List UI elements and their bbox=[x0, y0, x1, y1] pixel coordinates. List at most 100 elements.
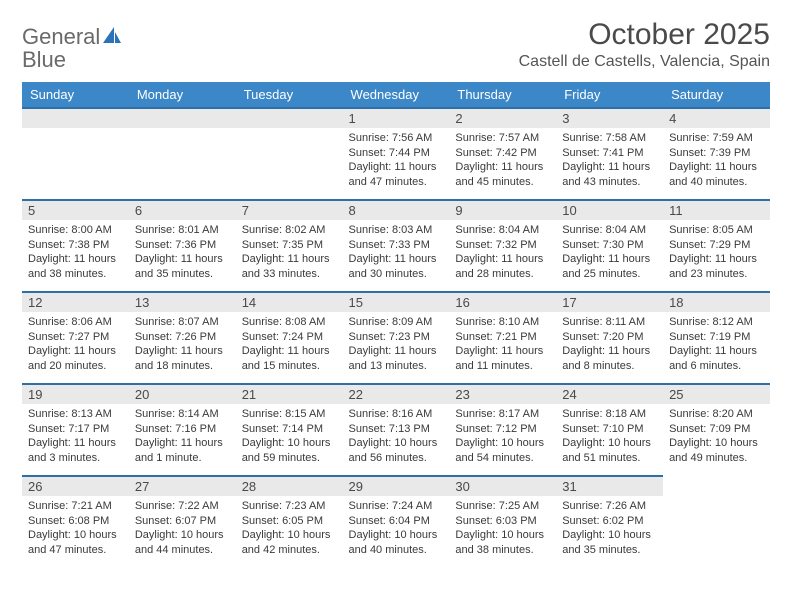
sunset-line: Sunset: 7:36 PM bbox=[135, 238, 230, 253]
calendar-cell bbox=[236, 107, 343, 199]
day-cell: 5Sunrise: 8:00 AMSunset: 7:38 PMDaylight… bbox=[22, 199, 129, 291]
calendar-cell: 3Sunrise: 7:58 AMSunset: 7:41 PMDaylight… bbox=[556, 107, 663, 199]
sunset-line: Sunset: 7:24 PM bbox=[242, 330, 337, 345]
daylight-line: Daylight: 10 hours and 42 minutes. bbox=[242, 528, 337, 557]
sunset-label: Sunset: bbox=[28, 515, 65, 527]
calendar-cell: 17Sunrise: 8:11 AMSunset: 7:20 PMDayligh… bbox=[556, 291, 663, 383]
daylight-line: Daylight: 11 hours and 45 minutes. bbox=[455, 160, 550, 189]
sunset-label: Sunset: bbox=[242, 423, 279, 435]
sunrise-value: 8:12 AM bbox=[712, 316, 752, 328]
sunrise-value: 8:13 AM bbox=[71, 408, 111, 420]
day-cell: 10Sunrise: 8:04 AMSunset: 7:30 PMDayligh… bbox=[556, 199, 663, 291]
calendar-cell: 20Sunrise: 8:14 AMSunset: 7:16 PMDayligh… bbox=[129, 383, 236, 475]
sunset-line: Sunset: 7:42 PM bbox=[455, 146, 550, 161]
sunset-value: 7:24 PM bbox=[282, 331, 323, 343]
sunrise-line: Sunrise: 7:24 AM bbox=[349, 499, 444, 514]
sunset-label: Sunset: bbox=[349, 515, 386, 527]
sunset-line: Sunset: 7:35 PM bbox=[242, 238, 337, 253]
sunrise-line: Sunrise: 8:05 AM bbox=[669, 223, 764, 238]
calendar-cell: 24Sunrise: 8:18 AMSunset: 7:10 PMDayligh… bbox=[556, 383, 663, 475]
daylight-label: Daylight: bbox=[669, 253, 712, 265]
sunset-line: Sunset: 7:17 PM bbox=[28, 422, 123, 437]
month-title: October 2025 bbox=[519, 18, 770, 51]
sunrise-value: 8:05 AM bbox=[712, 224, 752, 236]
sunset-value: 7:16 PM bbox=[175, 423, 216, 435]
sunrise-label: Sunrise: bbox=[349, 132, 389, 144]
sunset-label: Sunset: bbox=[28, 423, 65, 435]
daynum-bar: 2 bbox=[449, 107, 556, 128]
sunset-label: Sunset: bbox=[135, 423, 172, 435]
daylight-label: Daylight: bbox=[349, 437, 392, 449]
weekday-header: Saturday bbox=[663, 82, 770, 107]
day-body: Sunrise: 8:09 AMSunset: 7:23 PMDaylight:… bbox=[343, 312, 450, 377]
sunrise-line: Sunrise: 8:03 AM bbox=[349, 223, 444, 238]
calendar-cell: 19Sunrise: 8:13 AMSunset: 7:17 PMDayligh… bbox=[22, 383, 129, 475]
daylight-label: Daylight: bbox=[562, 161, 605, 173]
daynum-bar: 12 bbox=[22, 291, 129, 312]
sunrise-label: Sunrise: bbox=[455, 132, 495, 144]
daylight-line: Daylight: 11 hours and 38 minutes. bbox=[28, 252, 123, 281]
sunrise-line: Sunrise: 8:12 AM bbox=[669, 315, 764, 330]
daylight-line: Daylight: 10 hours and 38 minutes. bbox=[455, 528, 550, 557]
calendar-cell: 7Sunrise: 8:02 AMSunset: 7:35 PMDaylight… bbox=[236, 199, 343, 291]
day-body: Sunrise: 8:13 AMSunset: 7:17 PMDaylight:… bbox=[22, 404, 129, 469]
sunrise-value: 7:59 AM bbox=[712, 132, 752, 144]
daylight-label: Daylight: bbox=[28, 437, 71, 449]
calendar-cell: 28Sunrise: 7:23 AMSunset: 6:05 PMDayligh… bbox=[236, 475, 343, 567]
sunrise-label: Sunrise: bbox=[135, 500, 175, 512]
daylight-label: Daylight: bbox=[135, 253, 178, 265]
sunset-value: 6:08 PM bbox=[68, 515, 109, 527]
brand-logo: General Blue bbox=[22, 18, 122, 72]
sunset-line: Sunset: 7:41 PM bbox=[562, 146, 657, 161]
sunset-label: Sunset: bbox=[349, 239, 386, 251]
sunset-label: Sunset: bbox=[455, 239, 492, 251]
sunset-line: Sunset: 6:04 PM bbox=[349, 514, 444, 529]
sunrise-line: Sunrise: 7:58 AM bbox=[562, 131, 657, 146]
sunset-line: Sunset: 7:09 PM bbox=[669, 422, 764, 437]
calendar-cell: 9Sunrise: 8:04 AMSunset: 7:32 PMDaylight… bbox=[449, 199, 556, 291]
calendar-cell: 11Sunrise: 8:05 AMSunset: 7:29 PMDayligh… bbox=[663, 199, 770, 291]
sunset-label: Sunset: bbox=[455, 331, 492, 343]
calendar-row: 1Sunrise: 7:56 AMSunset: 7:44 PMDaylight… bbox=[22, 107, 770, 199]
logo-text: General Blue bbox=[22, 24, 122, 72]
sunset-line: Sunset: 7:32 PM bbox=[455, 238, 550, 253]
daynum-bar: 5 bbox=[22, 199, 129, 220]
sunset-value: 7:20 PM bbox=[603, 331, 644, 343]
sunset-value: 6:07 PM bbox=[175, 515, 216, 527]
day-cell: 26Sunrise: 7:21 AMSunset: 6:08 PMDayligh… bbox=[22, 475, 129, 567]
sunrise-line: Sunrise: 7:59 AM bbox=[669, 131, 764, 146]
sunrise-value: 8:11 AM bbox=[606, 316, 646, 328]
sunrise-line: Sunrise: 8:07 AM bbox=[135, 315, 230, 330]
daylight-label: Daylight: bbox=[135, 345, 178, 357]
calendar-cell: 31Sunrise: 7:26 AMSunset: 6:02 PMDayligh… bbox=[556, 475, 663, 567]
daylight-label: Daylight: bbox=[135, 437, 178, 449]
sunrise-value: 8:00 AM bbox=[71, 224, 111, 236]
sunrise-line: Sunrise: 8:09 AM bbox=[349, 315, 444, 330]
sunset-label: Sunset: bbox=[669, 331, 706, 343]
calendar-page: General Blue October 2025 Castell de Cas… bbox=[0, 0, 792, 579]
sunset-value: 7:39 PM bbox=[709, 147, 750, 159]
daynum-bar: 15 bbox=[343, 291, 450, 312]
day-cell: 14Sunrise: 8:08 AMSunset: 7:24 PMDayligh… bbox=[236, 291, 343, 383]
day-body: Sunrise: 8:04 AMSunset: 7:32 PMDaylight:… bbox=[449, 220, 556, 285]
sunrise-label: Sunrise: bbox=[349, 500, 389, 512]
daylight-label: Daylight: bbox=[242, 437, 285, 449]
daylight-line: Daylight: 10 hours and 35 minutes. bbox=[562, 528, 657, 557]
weekday-header: Monday bbox=[129, 82, 236, 107]
sunrise-label: Sunrise: bbox=[135, 316, 175, 328]
day-cell: 20Sunrise: 8:14 AMSunset: 7:16 PMDayligh… bbox=[129, 383, 236, 475]
day-cell: 4Sunrise: 7:59 AMSunset: 7:39 PMDaylight… bbox=[663, 107, 770, 199]
sunrise-line: Sunrise: 8:10 AM bbox=[455, 315, 550, 330]
daylight-line: Daylight: 11 hours and 8 minutes. bbox=[562, 344, 657, 373]
daynum-bar: 24 bbox=[556, 383, 663, 404]
sunset-value: 7:17 PM bbox=[68, 423, 109, 435]
daylight-label: Daylight: bbox=[28, 253, 71, 265]
daylight-label: Daylight: bbox=[28, 345, 71, 357]
sunset-value: 7:41 PM bbox=[603, 147, 644, 159]
sunset-label: Sunset: bbox=[242, 239, 279, 251]
sunrise-label: Sunrise: bbox=[455, 408, 495, 420]
sunset-label: Sunset: bbox=[349, 331, 386, 343]
sunrise-label: Sunrise: bbox=[562, 224, 602, 236]
daynum-bar: 8 bbox=[343, 199, 450, 220]
day-cell: 30Sunrise: 7:25 AMSunset: 6:03 PMDayligh… bbox=[449, 475, 556, 567]
